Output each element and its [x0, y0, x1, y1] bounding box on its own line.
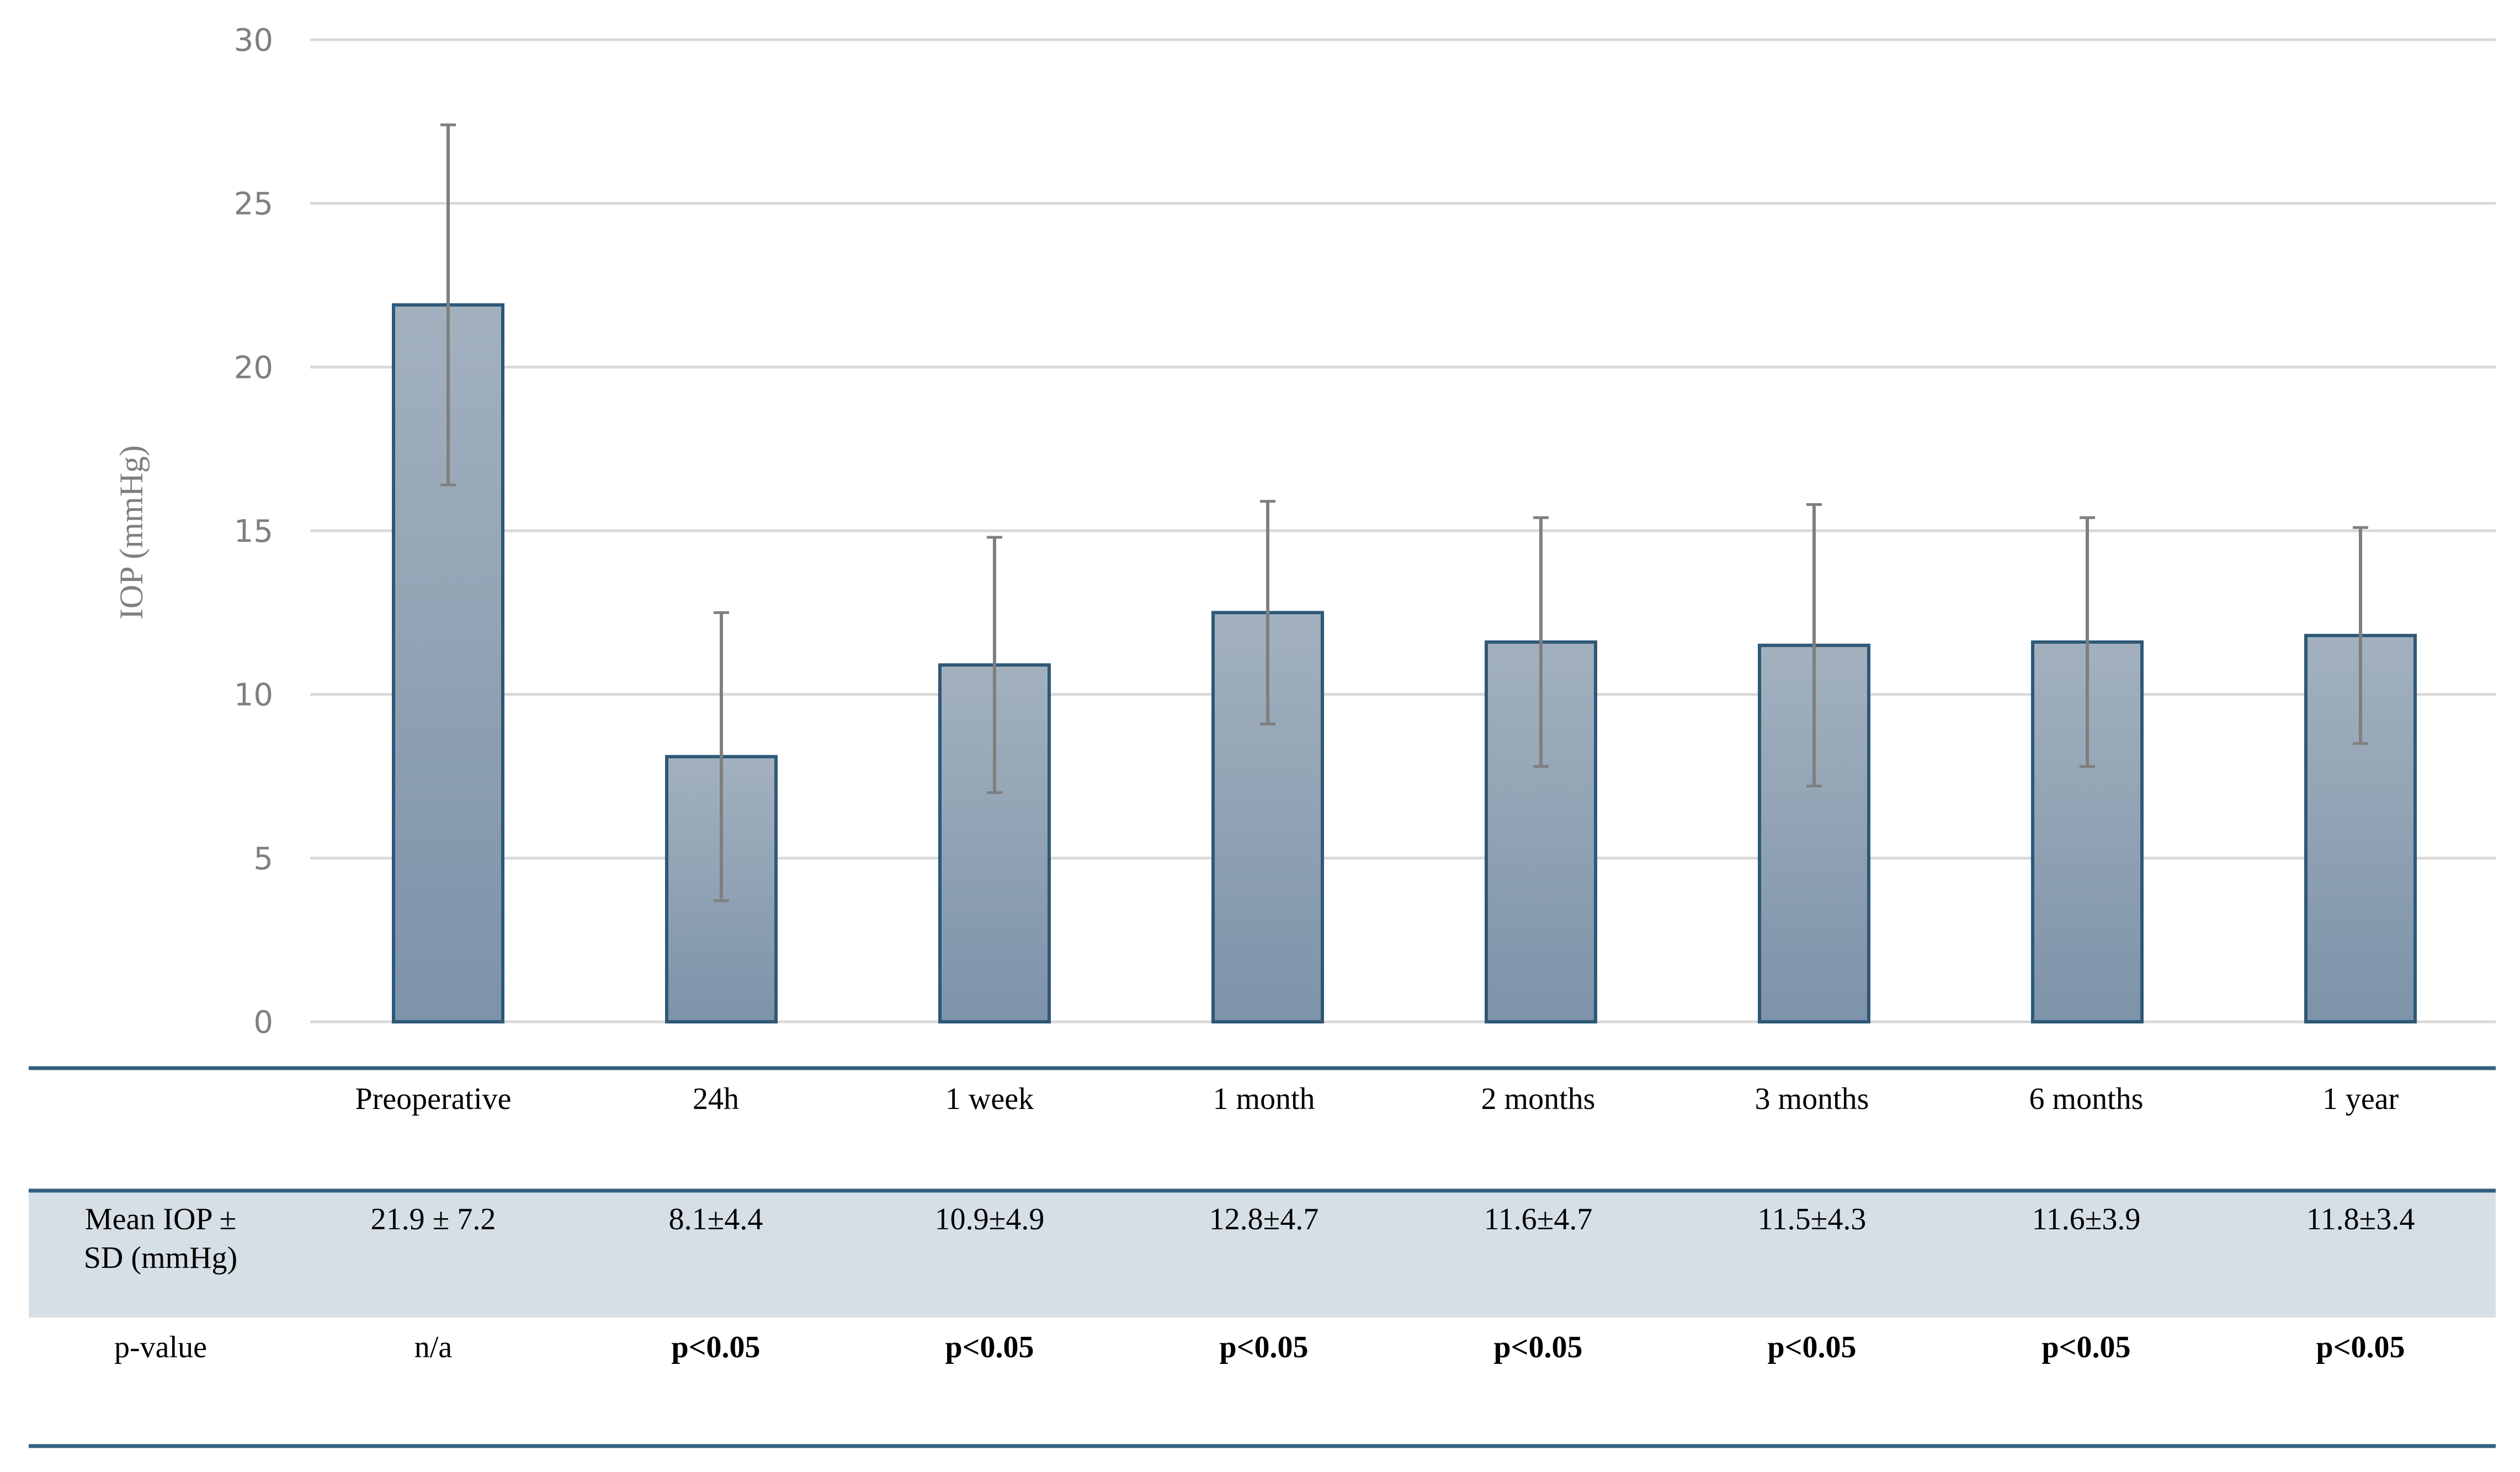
- y-tick-label: 20: [234, 350, 273, 386]
- p-value-cell: p<0.05: [1493, 1330, 1582, 1364]
- p-value-cell: p<0.05: [1219, 1330, 1308, 1364]
- y-tick-label: 30: [234, 23, 273, 58]
- mean-iop-cell: 8.1±4.4: [669, 1202, 763, 1236]
- x-category-label: 3 months: [1755, 1082, 1869, 1116]
- x-category-label: 1 month: [1213, 1082, 1315, 1116]
- x-category-label: 2 months: [1481, 1082, 1596, 1116]
- p-value-cell: n/a: [414, 1330, 453, 1364]
- p-value-cell: p<0.05: [671, 1330, 760, 1364]
- mean-iop-cell: 11.8±3.4: [2306, 1202, 2415, 1236]
- x-category-label: 24h: [693, 1082, 739, 1116]
- x-category-label: 1 week: [945, 1082, 1034, 1116]
- y-tick-label: 0: [253, 1005, 273, 1041]
- y-tick-label: 10: [234, 678, 273, 713]
- p-value-cell: p<0.05: [2041, 1330, 2130, 1364]
- mean-iop-cell: 10.9±4.9: [935, 1202, 1045, 1236]
- x-category-label: 6 months: [2029, 1082, 2144, 1116]
- row-label: p-value: [114, 1330, 207, 1364]
- mean-iop-cell: 11.6±3.9: [2032, 1202, 2141, 1236]
- x-category-label: 1 year: [2322, 1082, 2399, 1116]
- y-tick-label: 5: [253, 841, 273, 877]
- y-axis-label: IOP (mmHg): [113, 445, 150, 620]
- y-tick-label: 25: [234, 186, 273, 222]
- row-label: Mean IOP ±: [85, 1202, 236, 1236]
- table-row-shade: [29, 1191, 2496, 1318]
- mean-iop-cell: 12.8±4.7: [1209, 1202, 1319, 1236]
- mean-iop-cell: 11.6±4.7: [1484, 1202, 1593, 1236]
- p-value-cell: p<0.05: [1767, 1330, 1856, 1364]
- mean-iop-cell: 21.9 ± 7.2: [371, 1202, 496, 1236]
- y-tick-label: 15: [234, 514, 273, 550]
- x-category-label: Preoperative: [355, 1082, 512, 1116]
- p-value-cell: p<0.05: [2316, 1330, 2405, 1364]
- mean-iop-cell: 11.5±4.3: [1758, 1202, 1867, 1236]
- p-value-cell: p<0.05: [945, 1330, 1034, 1364]
- row-label: SD (mmHg): [84, 1241, 237, 1275]
